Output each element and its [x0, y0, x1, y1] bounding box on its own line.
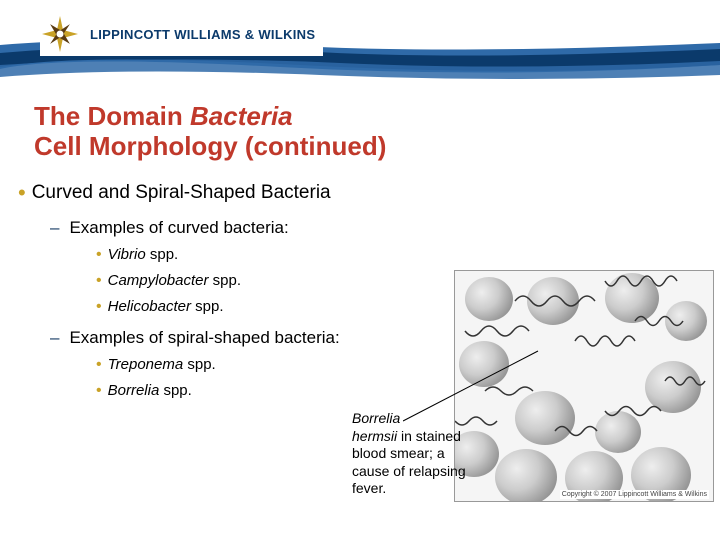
bullet-icon: •	[96, 298, 102, 315]
figure-copyright: Copyright © 2007 Lippincott Williams & W…	[560, 490, 709, 499]
item-italic: Campylobacter	[108, 272, 209, 289]
caption-italic2: hermsii	[352, 428, 397, 444]
publisher-name: LIPPINCOTT WILLIAMS & WILKINS	[90, 27, 315, 42]
bullet-level3: • Vibrio spp.	[96, 246, 710, 264]
item-rest: spp.	[159, 382, 192, 399]
sec1-heading: Examples of curved bacteria:	[69, 218, 288, 237]
header-band: LIPPINCOTT WILLIAMS & WILKINS	[0, 0, 720, 90]
bullet-icon: •	[96, 356, 102, 373]
dash-icon: –	[50, 328, 59, 347]
bullet-l1-text: Curved and Spiral-Shaped Bacteria	[32, 182, 331, 203]
bullet-icon: •	[96, 382, 102, 399]
bullet-level2-curved: –Examples of curved bacteria:	[50, 218, 710, 238]
item-italic: Treponema	[108, 356, 184, 373]
bullet-icon: •	[18, 180, 26, 205]
title-line1-italic: Bacteria	[190, 101, 293, 131]
item-rest: spp.	[146, 246, 179, 263]
item-rest: spp.	[183, 356, 216, 373]
item-italic: Vibrio	[108, 246, 146, 263]
title-line2: Cell Morphology (continued)	[34, 132, 700, 162]
item-rest: spp.	[209, 272, 242, 289]
dash-icon: –	[50, 218, 59, 237]
bullet-level1: • Curved and Spiral-Shaped Bacteria	[18, 180, 710, 206]
sunburst-icon	[40, 14, 80, 54]
bullet-icon: •	[96, 272, 102, 289]
title-line1-prefix: The Domain	[34, 101, 190, 131]
sec2-heading: Examples of spiral-shaped bacteria:	[69, 328, 339, 347]
item-rest: spp.	[191, 298, 224, 315]
caption-italic1: Borrelia	[352, 410, 400, 426]
item-italic: Borrelia	[108, 382, 160, 399]
bullet-icon: •	[96, 246, 102, 263]
slide-title: The Domain Bacteria Cell Morphology (con…	[34, 102, 700, 162]
item-italic: Helicobacter	[108, 298, 191, 315]
figure-caption: Borrelia hermsii in stained blood smear;…	[352, 410, 472, 498]
publisher-logo: LIPPINCOTT WILLIAMS & WILKINS	[40, 12, 323, 56]
